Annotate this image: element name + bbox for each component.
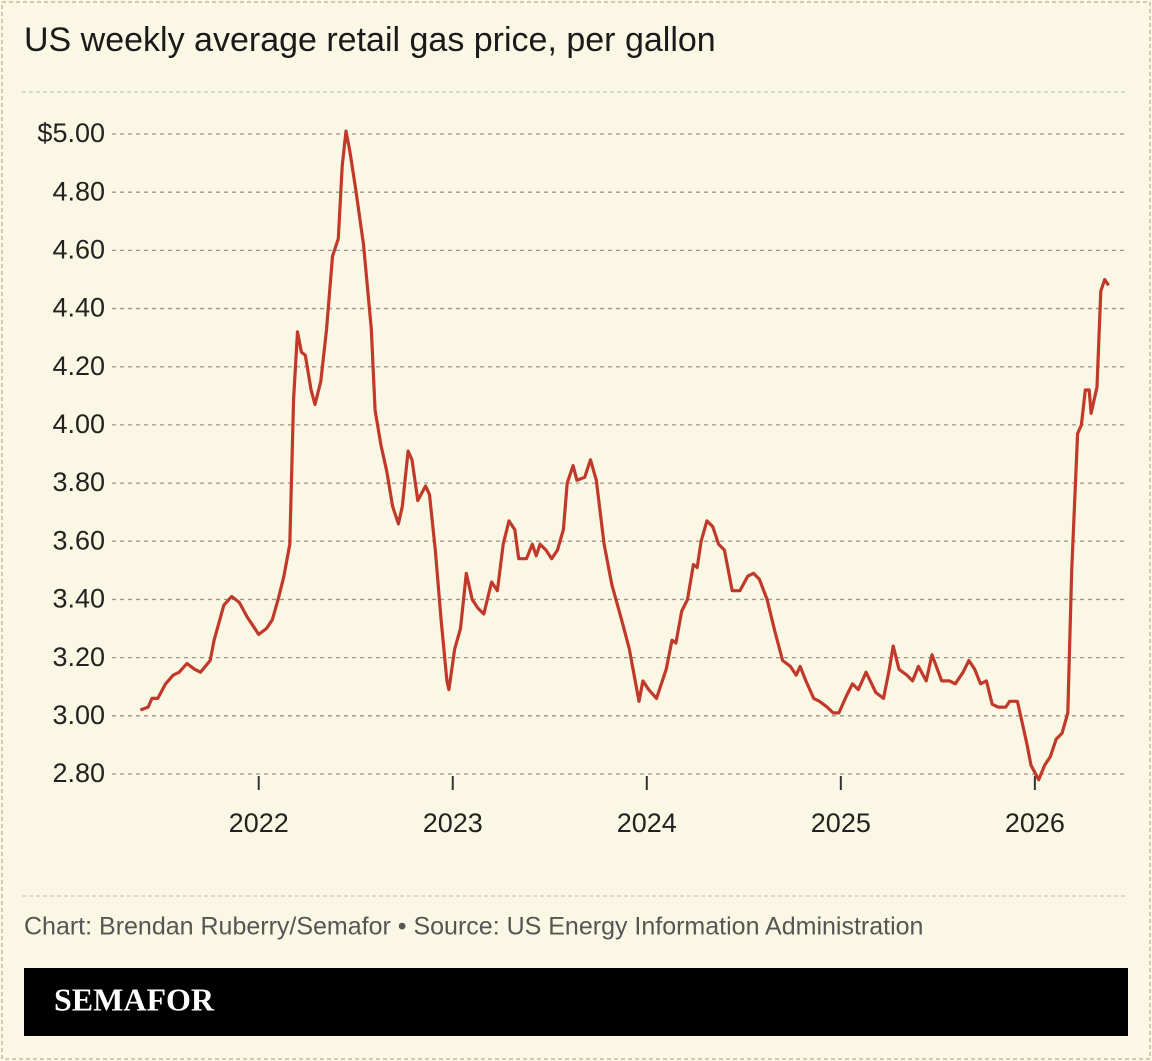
chart-title: US weekly average retail gas price, per …	[24, 21, 716, 59]
y-tick-label: 3.20	[52, 642, 105, 672]
x-tick-label: 2024	[617, 808, 677, 838]
x-tick-label: 2025	[811, 808, 871, 838]
y-tick-label: 3.40	[52, 584, 105, 614]
x-tick-label: 2022	[229, 808, 289, 838]
y-tick-label: 2.80	[52, 758, 105, 788]
x-tick-label: 2023	[423, 808, 483, 838]
y-tick-label: 3.60	[52, 525, 105, 555]
y-tick-label: 4.80	[52, 176, 105, 206]
logo: SEMAFOR	[54, 981, 215, 1017]
y-tick-label: 4.20	[52, 351, 105, 381]
y-tick-label: $5.00	[37, 118, 105, 148]
y-tick-label: 4.40	[52, 293, 105, 323]
y-tick-label: 3.80	[52, 467, 105, 497]
y-tick-label: 3.00	[52, 700, 105, 730]
y-tick-label: 4.60	[52, 234, 105, 264]
source: Chart: Brendan Ruberry/Semafor • Source:…	[24, 913, 923, 941]
x-tick-label: 2026	[1005, 808, 1065, 838]
price-line	[139, 129, 1110, 782]
footer-bar	[24, 968, 1128, 1036]
plot: 2.80 3.00 3.20 3.40 3.60 3.80 4.00 4.20 4.40 4.60…	[37, 118, 1128, 838]
y-tick-label: 4.00	[52, 409, 105, 439]
